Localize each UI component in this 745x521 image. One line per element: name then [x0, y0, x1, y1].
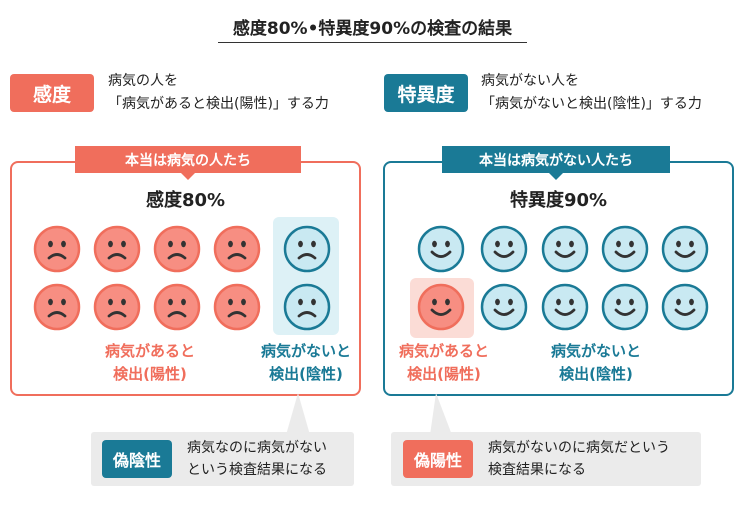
right-panel-banner: 本当は病気がない人たち [442, 146, 670, 180]
happy-face-icon-negative [417, 225, 465, 273]
sad-face-icon-positive [93, 283, 141, 331]
happy-face-icon-negative [480, 283, 528, 331]
left-panel-label-positive: 病気があると 検出(陽性) [104, 342, 195, 383]
happy-face-icon-positive [417, 283, 465, 331]
right-panel-rate: 特異度90% [509, 190, 608, 211]
happy-face-icon-negative [601, 283, 649, 331]
happy-face-icon-negative [541, 225, 589, 273]
specificity-description: 病気がない人を 「病気がないと検出(陰性)」する力 [481, 73, 702, 112]
false-negative-pointer [286, 393, 310, 435]
sad-face-icon-positive [213, 283, 261, 331]
sad-face-icon-positive [93, 225, 141, 273]
title-underline [218, 42, 527, 43]
happy-face-icon-negative [601, 225, 649, 273]
sad-face-icon-negative [283, 225, 331, 273]
sad-face-icon-positive [33, 225, 81, 273]
left-panel-label-negative: 病気がないと 検出(陰性) [260, 342, 351, 383]
sad-face-icon-positive [213, 225, 261, 273]
page-title: 感度80%•特異度90%の検査の結果 [232, 19, 513, 39]
happy-face-icon-negative [661, 225, 709, 273]
happy-face-icon-negative [661, 283, 709, 331]
right-panel-label-positive: 病気があると 検出(陽性) [398, 342, 489, 383]
happy-face-icon-negative [541, 283, 589, 331]
left-panel-rate: 感度80% [145, 190, 226, 211]
sad-face-icon-positive [153, 283, 201, 331]
right-panel-label-negative: 病気がないと 検出(陰性) [550, 342, 641, 383]
false-positive-tag: 偽陽性 [403, 440, 473, 478]
false-positive-pointer [430, 393, 452, 435]
sensitivity-tag: 感度 [10, 74, 94, 112]
false-negative-description: 病気なのに病気がない という検査結果になる [187, 440, 327, 478]
false-positive-description: 病気がないのに病気だという 検査結果になる [488, 440, 670, 478]
false-negative-tag: 偽陰性 [102, 440, 172, 478]
specificity-tag: 特異度 [384, 74, 468, 112]
happy-face-icon-negative [480, 225, 528, 273]
left-panel-banner: 本当は病気の人たち [75, 146, 301, 180]
sad-face-icon-positive [33, 283, 81, 331]
sensitivity-description: 病気の人を 「病気があると検出(陽性)」する力 [108, 73, 329, 112]
sad-face-icon-negative [283, 283, 331, 331]
sad-face-icon-positive [153, 225, 201, 273]
